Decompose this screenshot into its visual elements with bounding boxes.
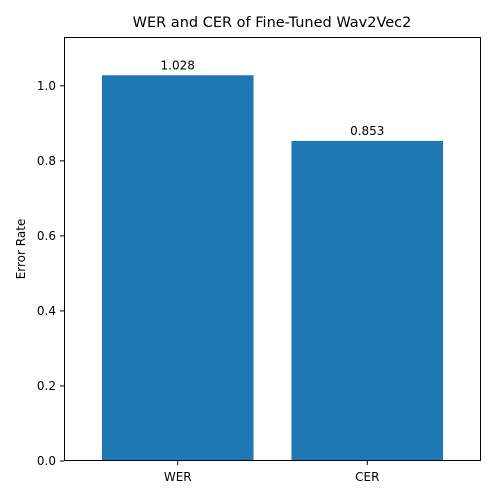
- y-axis: 0.0 0.2 0.4 0.6 0.8 1.0: [37, 79, 64, 468]
- bars-layer: [101, 75, 444, 461]
- y-tick-label: 0.0: [37, 454, 56, 468]
- plot-frame: [64, 37, 481, 461]
- y-tick-label: 0.6: [37, 229, 56, 243]
- y-tick-label: 0.8: [37, 154, 56, 168]
- y-tick-label: 1.0: [37, 79, 56, 93]
- y-tick-label: 0.2: [37, 379, 56, 393]
- x-tick-label-cer: CER: [355, 470, 379, 484]
- bar-cer: [291, 140, 444, 461]
- data-labels-layer: 1.028 0.853: [161, 58, 385, 138]
- y-axis-label: Error Rate: [14, 219, 28, 280]
- data-label-cer: 0.853: [350, 124, 384, 138]
- x-axis: WER CER: [164, 461, 379, 484]
- y-tick-label: 0.4: [37, 304, 56, 318]
- data-label-wer: 1.028: [161, 58, 195, 72]
- bar-wer: [101, 75, 254, 461]
- chart-title: WER and CER of Fine-Tuned Wav2Vec2: [133, 15, 412, 31]
- x-tick-label-wer: WER: [164, 470, 192, 484]
